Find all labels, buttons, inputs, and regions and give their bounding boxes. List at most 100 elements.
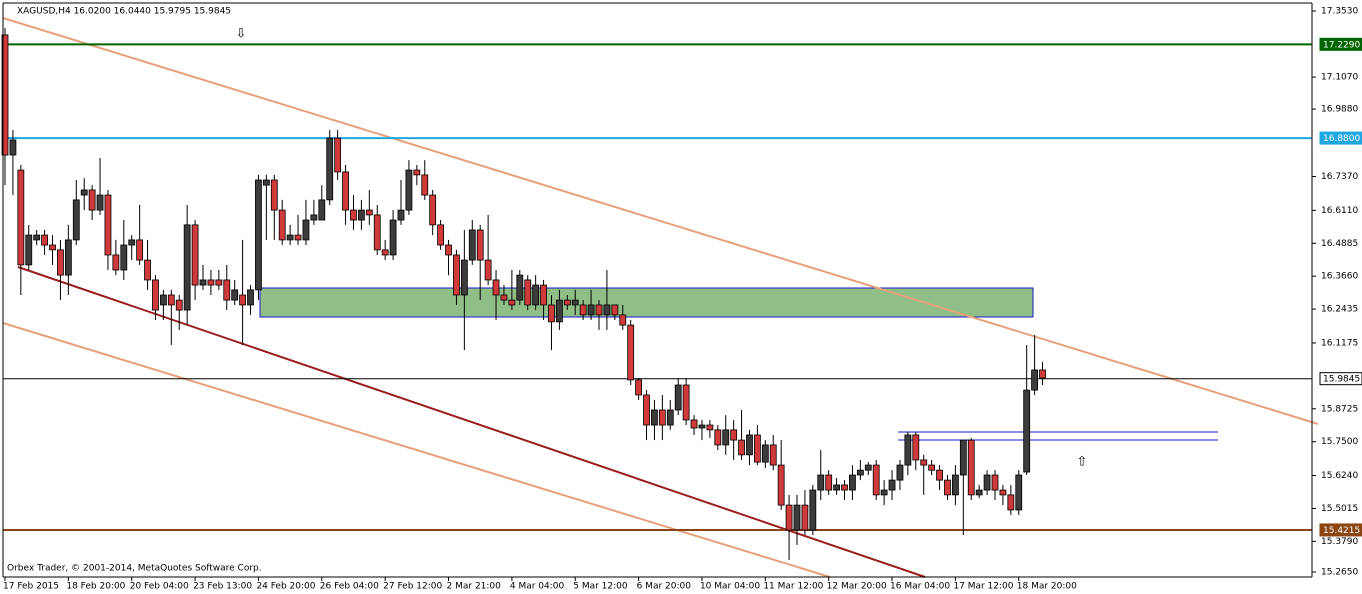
candle-body xyxy=(540,284,547,306)
y-tick-label: 15.7500 xyxy=(1321,437,1358,447)
level-label-box xyxy=(1319,37,1362,51)
candle-body xyxy=(365,209,373,216)
candle-body xyxy=(405,169,413,211)
candle-body xyxy=(1031,369,1038,391)
y-tick-label: 16.1175 xyxy=(1321,338,1358,348)
candle-body xyxy=(579,304,587,316)
credit: Orbex Trader, © 2001-2014, MetaQuotes So… xyxy=(7,564,262,574)
candle-body xyxy=(833,484,840,491)
candle-body xyxy=(350,209,357,221)
y-tick-label: 15.8725 xyxy=(1321,404,1358,414)
candle-body xyxy=(231,289,239,301)
candle-body xyxy=(627,324,635,381)
y-tick-label: 15.6240 xyxy=(1321,471,1358,481)
candle-body xyxy=(508,299,516,306)
candle-body xyxy=(651,409,658,426)
candle-body xyxy=(49,244,56,251)
candle-body xyxy=(825,474,833,491)
chart-title: XAGUSD,H4 16.0200 16.0440 15.9795 15.984… xyxy=(17,7,231,17)
candle-body xyxy=(587,304,595,316)
level-label: 17.2290 xyxy=(1323,40,1360,50)
candle-body xyxy=(278,209,286,241)
y-tick-label: 15.5015 xyxy=(1321,504,1358,514)
candle-body xyxy=(722,429,730,446)
candle-body xyxy=(920,459,928,466)
candle-body xyxy=(864,464,872,471)
level-label: 15.9845 xyxy=(1323,375,1360,385)
y-tick-label: 16.6110 xyxy=(1321,206,1358,216)
candle-body xyxy=(959,439,967,476)
candle-body xyxy=(72,199,80,241)
candle-body xyxy=(460,259,468,296)
candle-body xyxy=(872,464,880,496)
x-tick-label: 27 Feb 12:00 xyxy=(383,582,442,592)
channel-line xyxy=(2,17,1319,425)
candle-body xyxy=(476,229,484,261)
candle-body xyxy=(635,379,642,396)
candle-body xyxy=(413,169,421,176)
x-tick-label: 11 Mar 12:00 xyxy=(763,582,823,592)
x-tick-label: 4 Mar 04:00 xyxy=(510,582,565,592)
candle-body xyxy=(548,304,555,323)
candle-body xyxy=(9,139,17,156)
candle-body xyxy=(952,474,959,496)
candle-body xyxy=(25,234,33,266)
candle-body xyxy=(128,239,136,246)
candle-body xyxy=(904,434,912,466)
candle-body xyxy=(769,444,777,466)
y-tick-label: 17.3530 xyxy=(1321,7,1358,17)
candle-body xyxy=(793,504,801,531)
candle-body xyxy=(500,294,508,301)
candle-body xyxy=(183,224,191,311)
candle-body xyxy=(334,137,342,173)
candle-body xyxy=(746,434,753,456)
y-tick-label: 16.4885 xyxy=(1321,239,1358,249)
candle-body xyxy=(484,259,492,281)
x-tick-label: 10 Mar 04:00 xyxy=(700,582,760,592)
x-tick-label: 2 Mar 21:00 xyxy=(447,582,502,592)
candle-body xyxy=(57,249,64,276)
candle-body xyxy=(492,279,500,296)
x-tick-label: 24 Feb 20:00 xyxy=(256,582,315,592)
candle-body xyxy=(437,224,445,246)
candle-body xyxy=(761,444,769,463)
candle-body xyxy=(690,419,698,429)
x-tick-label: 18 Feb 20:00 xyxy=(66,582,125,592)
y-tick-label: 17.1070 xyxy=(1321,73,1358,83)
candle-body xyxy=(199,279,207,286)
candle-body xyxy=(310,214,318,221)
candle-body xyxy=(167,294,175,306)
candle-body xyxy=(429,194,437,226)
candle-body xyxy=(159,294,167,306)
candle-body xyxy=(342,171,349,211)
candle-body xyxy=(611,304,619,316)
candle-body xyxy=(658,409,666,426)
level-label-box xyxy=(1319,131,1362,145)
candle-body xyxy=(1023,389,1031,473)
candle-body xyxy=(64,239,72,276)
candle-body xyxy=(326,137,334,201)
candle-body xyxy=(888,479,896,491)
candle-body xyxy=(730,429,738,441)
candle-body xyxy=(96,194,104,211)
x-tick-label: 26 Feb 04:00 xyxy=(320,582,379,592)
candle-body xyxy=(777,464,785,506)
x-tick-label: 5 Mar 12:00 xyxy=(573,582,628,592)
candle-body xyxy=(714,429,722,446)
x-tick-label: 17 Mar 12:00 xyxy=(953,582,1013,592)
candle-body xyxy=(896,464,904,481)
candle-body xyxy=(262,179,270,186)
candle-body xyxy=(112,254,120,271)
candle-body xyxy=(215,279,223,286)
candle-body xyxy=(682,384,690,421)
candle-body xyxy=(389,219,397,256)
x-tick-label: 17 Feb 2015 xyxy=(3,582,59,592)
candle-body xyxy=(595,304,603,316)
candle-body xyxy=(698,424,706,429)
candle-body xyxy=(302,219,310,241)
candle-body xyxy=(817,474,825,491)
level-label-box xyxy=(1319,523,1362,537)
candle-body xyxy=(453,254,460,296)
candle-body xyxy=(999,489,1007,496)
down-arrow: ⇩ xyxy=(236,27,247,42)
